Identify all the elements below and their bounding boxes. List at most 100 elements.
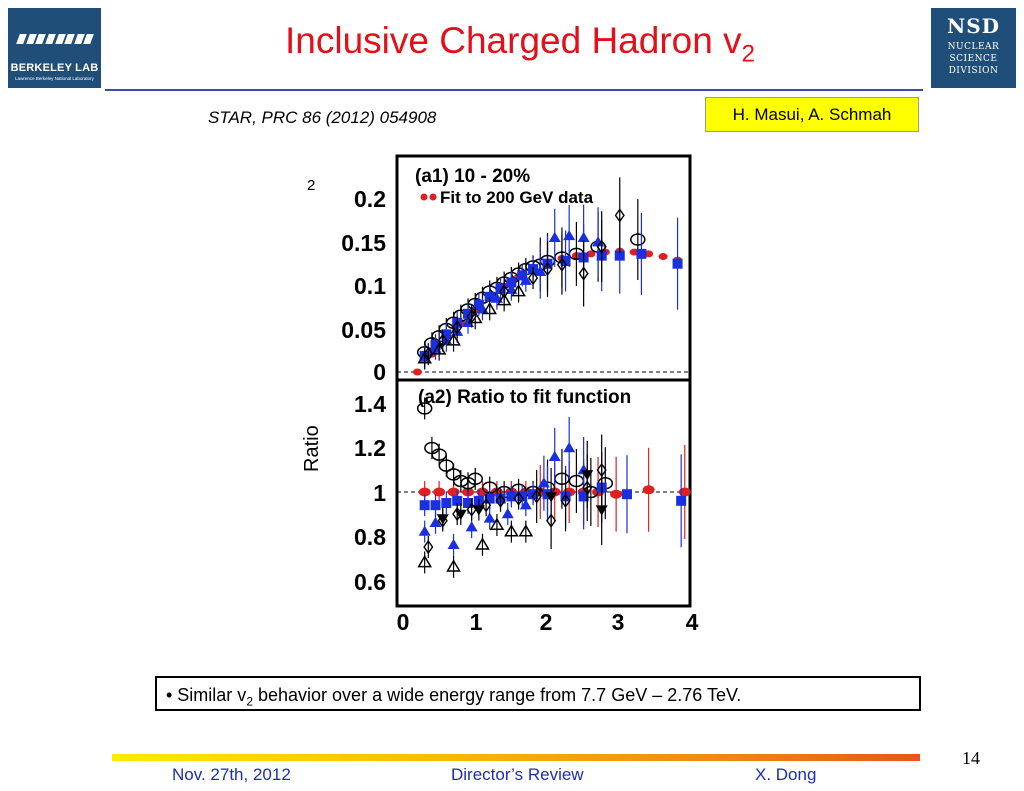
logo-name: BERKELEY LAB (10, 62, 99, 74)
slide-title-text: Inclusive Charged Hadron v (285, 20, 742, 61)
data-point (592, 236, 605, 247)
a2-ytick: 0.6 (354, 569, 386, 595)
xtick: 3 (612, 609, 625, 635)
data-point (504, 524, 519, 537)
legend-fit-marker (429, 193, 437, 201)
data-point (517, 491, 528, 502)
data-point (465, 521, 478, 532)
data-point (501, 508, 514, 519)
data-point (546, 513, 557, 528)
data-point (483, 512, 496, 523)
a2-ytick: 0.8 (354, 524, 386, 550)
data-point (537, 477, 550, 488)
data-point (467, 310, 483, 324)
data-point (496, 292, 512, 306)
bullet-suffix: behavior over a wide energy range from 7… (253, 685, 742, 705)
summary-bullet-box: • Similar v2 behavior over a wide energy… (155, 676, 921, 711)
fit-point (418, 487, 431, 497)
data-point (531, 489, 542, 504)
data-point (441, 498, 452, 508)
data-point (416, 402, 433, 415)
panel-a1-marks (412, 177, 683, 376)
data-point (475, 537, 490, 550)
data-point (614, 250, 625, 261)
data-point (560, 256, 571, 267)
author-box: H. Masui, A. Schmah (705, 97, 919, 132)
fit-curve-point (658, 253, 668, 261)
data-point (423, 346, 434, 362)
data-point (431, 342, 447, 355)
title-divider (105, 89, 923, 91)
v2-chart: v 2 Ratio 0.2 0.15 0.1 0.05 0 1.4 1.2 1 … (301, 152, 699, 635)
data-point (614, 208, 625, 223)
bullet-subscript: 2 (246, 694, 253, 709)
berkeley-lab-logo: BERKELEY LAB Lawrence Berkeley National … (8, 8, 101, 88)
data-point (672, 258, 683, 269)
data-point (578, 266, 589, 281)
data-point (519, 499, 532, 510)
data-point (446, 333, 461, 346)
panel-a2-ylabel: Ratio (301, 425, 323, 472)
data-point (423, 539, 434, 555)
data-point (429, 342, 442, 353)
panel-a1-ylabel-subscript: 2 (307, 177, 315, 194)
data-point (472, 505, 485, 516)
nsd-logo-title: NSD (946, 14, 1001, 38)
data-point (466, 309, 477, 324)
data-point (596, 239, 607, 254)
data-point (430, 500, 441, 511)
fit-point (678, 487, 691, 497)
citation: STAR, PRC 86 (2012) 054908 (208, 108, 437, 127)
slide-title: Inclusive Charged Hadron v2 (180, 20, 860, 68)
data-point (484, 493, 495, 504)
data-point (528, 489, 539, 500)
data-point (489, 517, 505, 530)
data-point (556, 257, 568, 272)
data-point (506, 491, 517, 502)
footer-author: X. Dong (755, 765, 817, 784)
fit-point (433, 487, 446, 497)
data-point (513, 491, 524, 506)
a1-ytick: 0.05 (341, 317, 386, 343)
data-point (577, 231, 590, 242)
xtick: 4 (686, 609, 699, 635)
data-point (495, 493, 506, 509)
data-point (534, 265, 547, 276)
data-point (482, 301, 498, 315)
footer-gradient-bar (112, 754, 920, 761)
a1-ytick: 0.1 (354, 273, 386, 299)
footer-event: Director’s Review (451, 765, 584, 784)
nsd-logo-line-1: NUCLEAR (947, 42, 1000, 52)
data-point (636, 248, 647, 259)
logo-subtitle: Lawrence Berkeley National Laboratory (15, 76, 94, 81)
xtick: 2 (540, 609, 553, 635)
logo-bars-icon (16, 34, 94, 44)
data-point (548, 231, 561, 242)
page-number: 14 (962, 748, 980, 768)
data-point (454, 509, 467, 520)
a1-ytick: 0 (373, 359, 386, 385)
nsd-logo-line-2: SCIENCE (949, 54, 998, 64)
footer-date: Nov. 27th, 2012 (172, 765, 291, 784)
data-point (436, 514, 449, 525)
legend-fit-marker (420, 193, 428, 201)
bullet-prefix: • Similar v (166, 685, 247, 705)
fit-point (642, 485, 655, 495)
data-point (463, 498, 474, 508)
nsd-logo: NSD NUCLEAR SCIENCE DIVISION (931, 8, 1016, 88)
data-point (630, 233, 646, 246)
data-point (467, 472, 483, 486)
data-point (429, 516, 442, 527)
xtick: 0 (397, 609, 410, 635)
data-point (560, 493, 571, 509)
data-point (676, 495, 687, 506)
data-point (595, 505, 608, 516)
data-point (418, 525, 431, 536)
data-point (545, 492, 558, 503)
data-point (517, 270, 528, 281)
panel-a2-label: (a2) Ratio to fit function (418, 387, 631, 408)
data-point (437, 333, 448, 348)
nsd-logo-line-3: DIVISION (948, 66, 999, 76)
panel-a1-label: (a1) 10 - 20% (415, 166, 530, 187)
data-point (417, 554, 432, 568)
